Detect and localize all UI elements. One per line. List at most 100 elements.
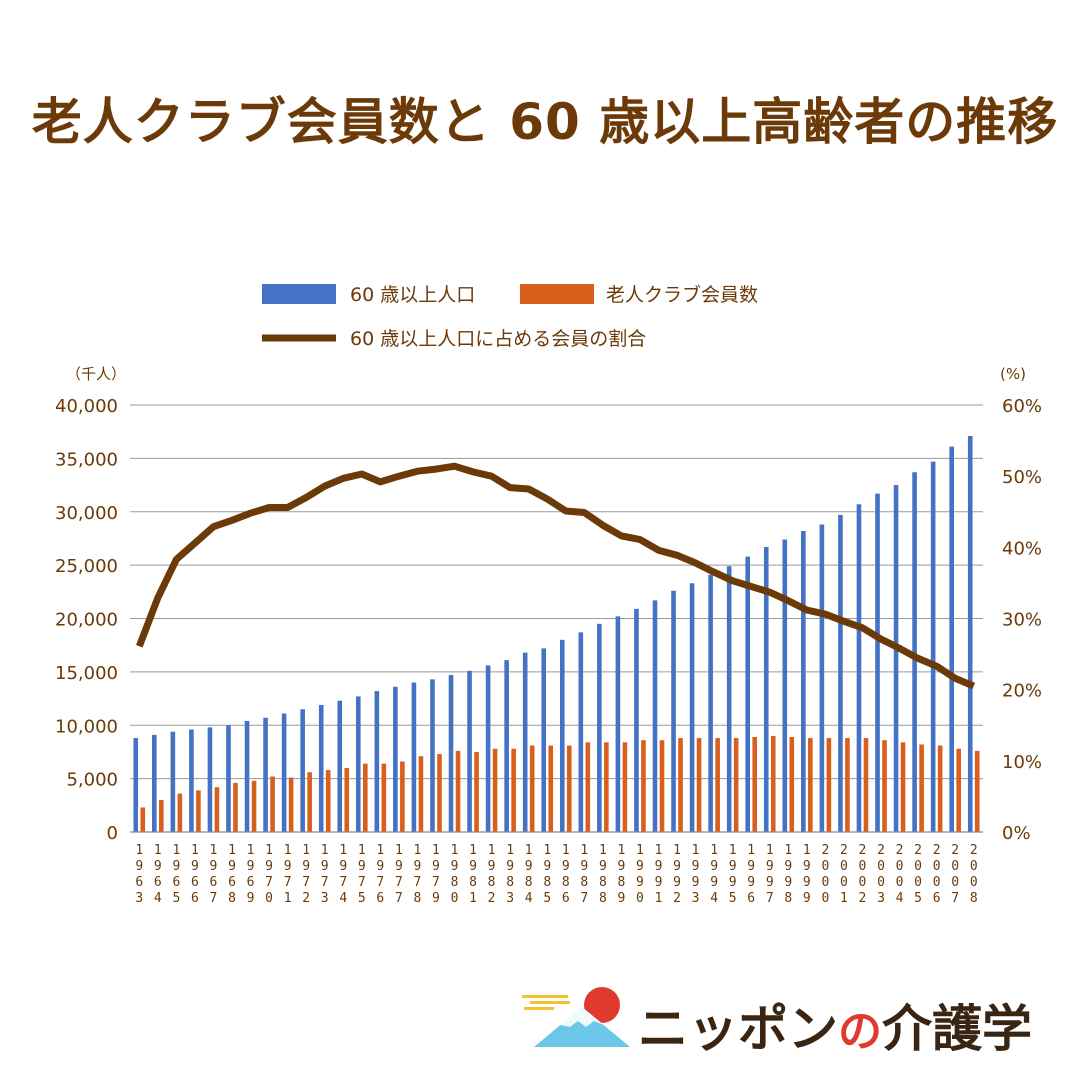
bar-club-members — [381, 763, 387, 832]
bar-club-members — [307, 772, 312, 832]
bar-club-members — [325, 770, 331, 832]
y-left-tick-label: 25,000 — [55, 556, 118, 577]
bar-club-members — [733, 738, 739, 832]
bar-population-60plus — [801, 530, 806, 832]
bar-population-60plus — [671, 590, 676, 832]
bar-club-members — [937, 745, 943, 832]
bar-club-members — [251, 780, 257, 832]
bar-club-members — [566, 745, 572, 832]
bar-population-60plus — [244, 720, 250, 832]
bar-club-members — [585, 742, 591, 832]
bar-club-members — [715, 738, 720, 832]
bar-population-60plus — [411, 682, 417, 832]
y-right-tick-label: 60% — [1002, 396, 1042, 417]
bar-population-60plus — [189, 729, 194, 832]
bars — [133, 435, 980, 832]
bar-club-members — [140, 807, 146, 832]
bar-club-members — [770, 735, 776, 832]
bar-population-60plus — [782, 539, 788, 832]
gridlines — [130, 404, 983, 780]
bar-club-members — [159, 799, 164, 832]
y-left-tick-label: 40,000 — [55, 396, 118, 417]
bar-population-60plus — [559, 639, 565, 832]
bar-club-members — [548, 745, 554, 832]
bar-population-60plus — [838, 514, 843, 832]
bar-population-60plus — [949, 446, 954, 832]
bar-population-60plus — [152, 734, 157, 832]
y-right-tick-label: 40% — [1002, 538, 1042, 559]
bar-club-members — [270, 776, 275, 832]
bar-population-60plus — [263, 717, 268, 832]
bar-population-60plus — [578, 632, 584, 832]
bar-population-60plus — [207, 727, 213, 832]
legend-label-population: 60 歳以上人口 — [350, 284, 475, 306]
bar-club-members — [362, 763, 368, 832]
legend-swatch-population — [262, 284, 336, 304]
y-left-unit: （千人） — [66, 365, 126, 383]
bar-population-60plus — [615, 616, 621, 832]
bar-population-60plus — [448, 675, 454, 832]
legend-label-ratio: 60 歳以上人口に占める会員の割合 — [350, 328, 646, 350]
bar-population-60plus — [912, 472, 917, 832]
bar-club-members — [696, 738, 702, 832]
bar-club-members — [400, 761, 405, 832]
bar-club-members — [196, 790, 201, 832]
ratio-line-layer — [136, 462, 976, 690]
bar-population-60plus — [281, 713, 287, 832]
bar-population-60plus — [133, 738, 139, 832]
axes: 0 5,000 10,000 15,000 20,000 25,000 30,000 35,0… — [55, 365, 1042, 906]
bar-club-members — [641, 740, 646, 832]
bar-population-60plus — [170, 731, 176, 832]
y-left-tick-label: 15,000 — [55, 663, 118, 684]
bar-population-60plus — [819, 524, 825, 832]
bar-club-members — [233, 782, 238, 832]
y-right-tick-label: 20% — [1002, 681, 1042, 702]
y-right-tick-label: 30% — [1002, 610, 1042, 631]
logo-text-kaigogaku: 介護学 — [882, 1000, 1032, 1058]
bar-club-members — [529, 745, 535, 832]
bar-club-members — [604, 742, 609, 832]
line-member-ratio — [136, 462, 976, 690]
bar-club-members — [678, 738, 683, 832]
y-left-tick-label: 5,000 — [66, 770, 118, 791]
y-right-unit: (%) — [1000, 365, 1026, 383]
bar-club-members — [492, 748, 498, 832]
bar-population-60plus — [485, 665, 491, 832]
bar-population-60plus — [726, 566, 732, 832]
bar-population-60plus — [541, 648, 547, 832]
bar-club-members — [344, 767, 350, 832]
bar-club-members — [845, 738, 850, 832]
logo-text-no: の — [838, 1006, 882, 1057]
bar-club-members — [288, 777, 294, 832]
bar-club-members — [789, 736, 795, 832]
bar-population-60plus — [318, 704, 324, 832]
bar-population-60plus — [634, 608, 639, 832]
bar-population-60plus — [393, 686, 398, 832]
y-left-tick-label: 0 — [107, 823, 118, 844]
